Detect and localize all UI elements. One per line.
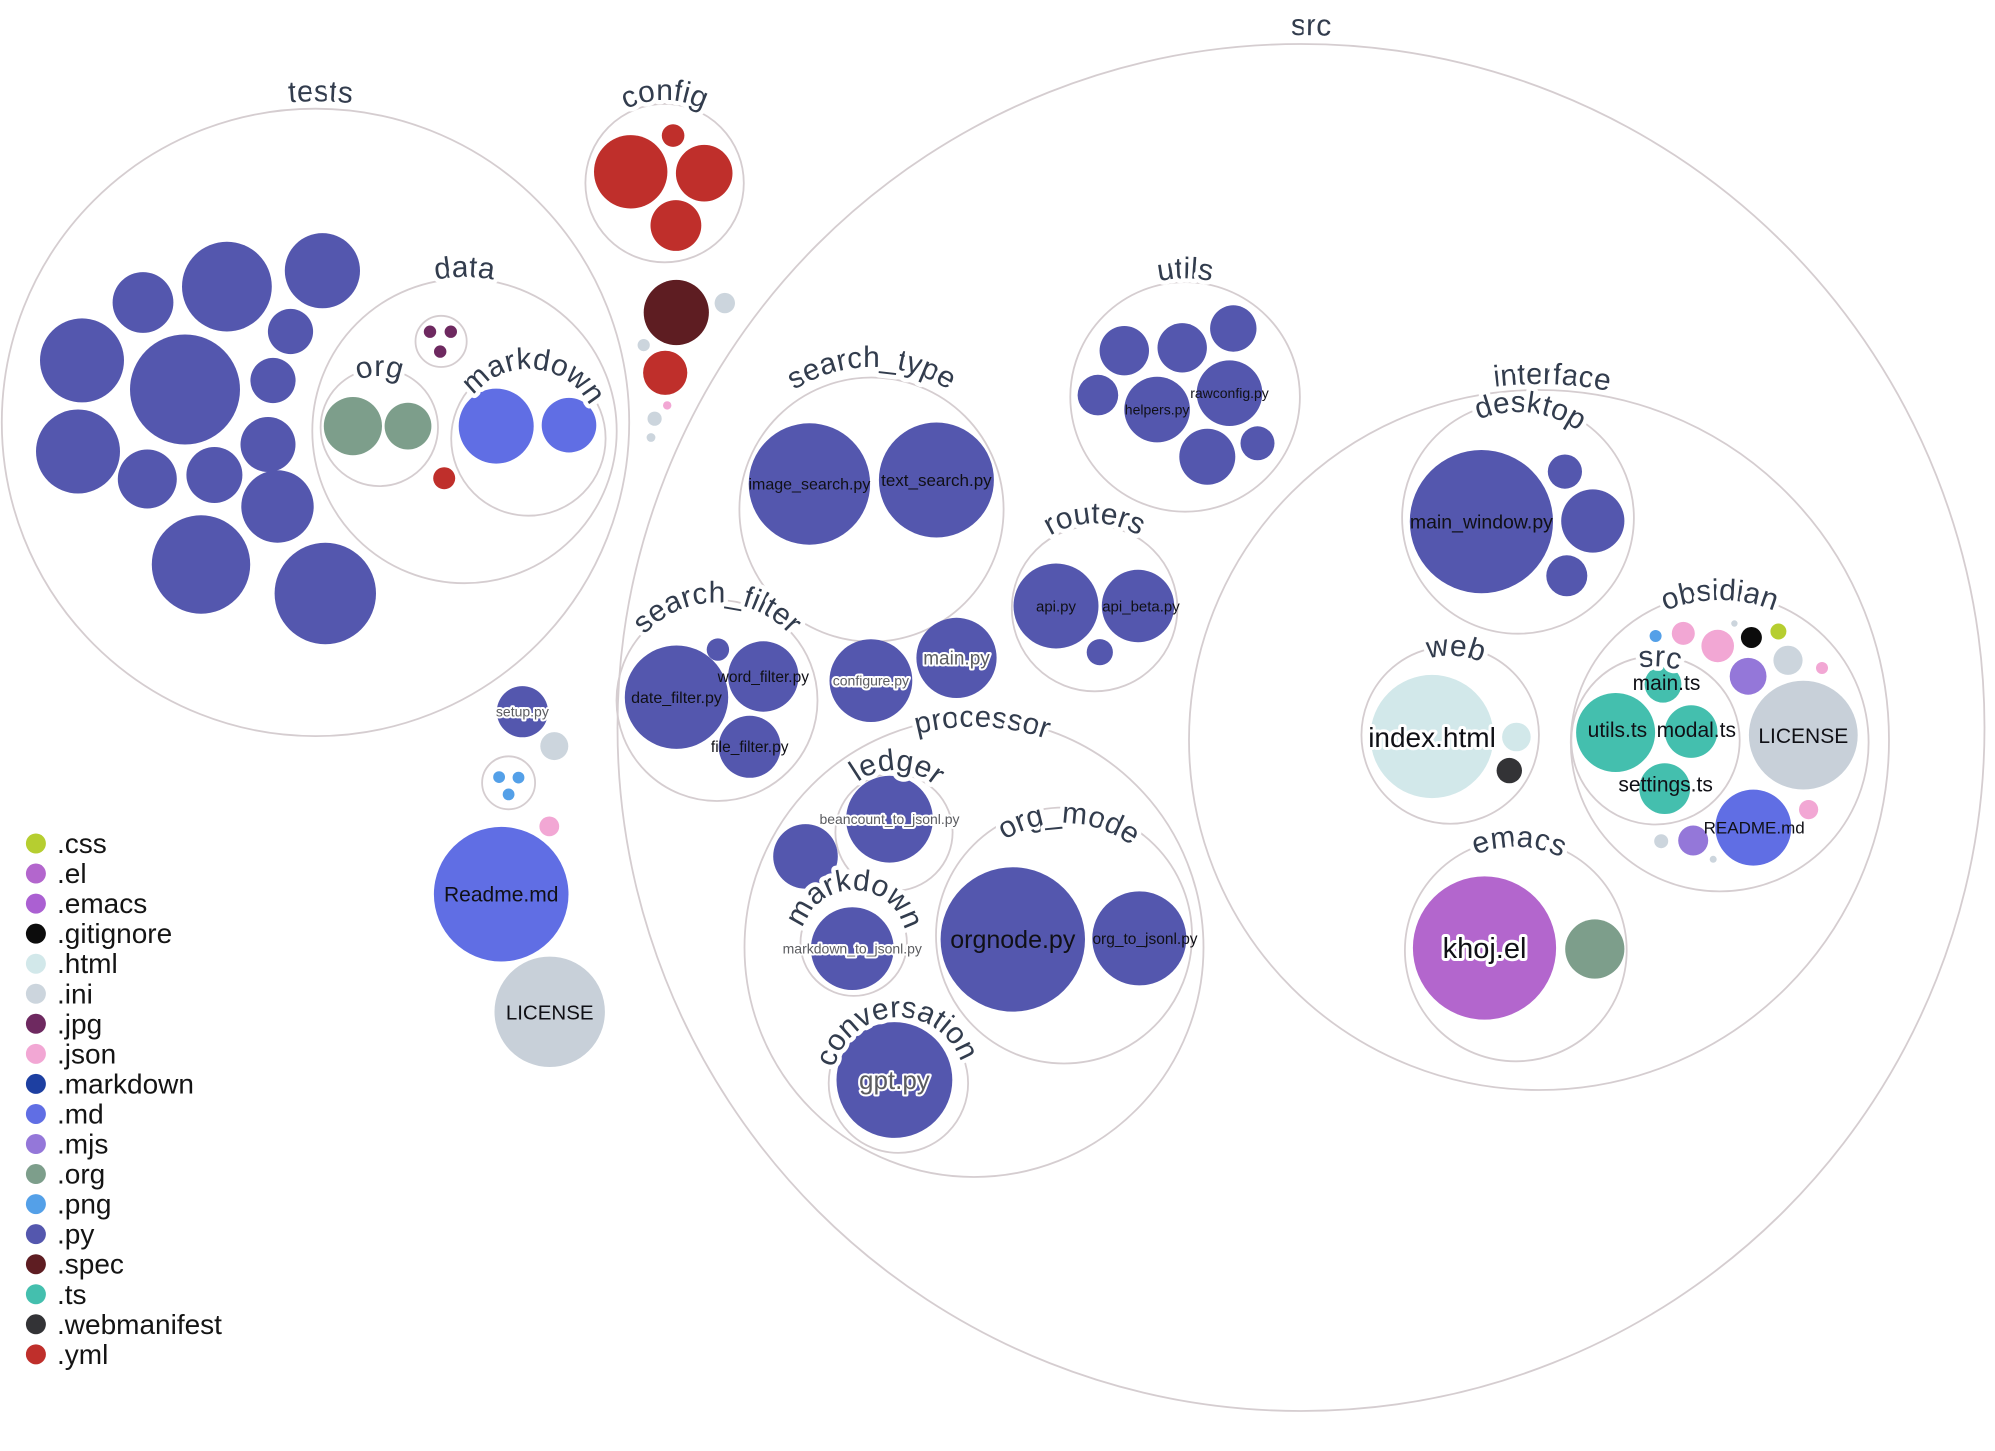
svg-text:LICENSE: LICENSE [506,1002,594,1025]
svg-text:orgnode.py: orgnode.py [950,926,1076,954]
svg-text:.org: .org [57,1159,105,1190]
svg-text:file_filter.py: file_filter.py [711,739,789,756]
svg-text:api_beta.py: api_beta.py [1102,598,1180,615]
svg-text:helpers.py: helpers.py [1125,402,1190,418]
svg-text:text_search.py: text_search.py [881,471,992,490]
svg-text:.el: .el [57,858,87,889]
svg-text:src: src [1291,9,1332,43]
svg-text:index.html: index.html [1368,722,1496,753]
svg-text:.ini: .ini [57,978,93,1009]
svg-text:rawconfig.py: rawconfig.py [1190,385,1269,401]
svg-text:utils: utils [1155,252,1216,288]
svg-text:main.py: main.py [923,649,990,670]
svg-text:.py: .py [57,1219,94,1250]
svg-text:.spec: .spec [57,1249,124,1280]
svg-text:beancount_to_jsonl.py: beancount_to_jsonl.py [819,811,959,827]
svg-text:.webmanifest: .webmanifest [57,1309,222,1340]
svg-text:.markdown: .markdown [57,1068,194,1099]
svg-text:.emacs: .emacs [57,888,147,919]
svg-text:main_window.py: main_window.py [1410,511,1553,533]
svg-text:data: data [432,251,497,287]
svg-text:processor: processor [911,701,1054,746]
svg-text:tests: tests [287,75,354,110]
svg-text:.json: .json [57,1038,116,1069]
svg-text:khoj.el: khoj.el [1443,933,1527,965]
svg-text:utils.ts: utils.ts [1588,719,1648,742]
svg-text:configure.py: configure.py [833,673,909,689]
svg-text:.html: .html [57,948,118,979]
svg-text:org_to_jsonl.py: org_to_jsonl.py [1092,931,1197,948]
svg-text:.mjs: .mjs [57,1129,108,1160]
svg-text:main.ts: main.ts [1633,672,1701,695]
svg-text:image_search.py: image_search.py [748,477,870,494]
svg-text:.css: .css [57,828,107,859]
svg-text:.yml: .yml [57,1339,108,1370]
svg-text:web: web [1423,629,1490,668]
svg-text:setup.py: setup.py [496,704,549,720]
svg-text:api.py: api.py [1036,598,1077,615]
svg-text:gpt.py: gpt.py [859,1065,930,1095]
svg-text:date_filter.py: date_filter.py [631,690,722,707]
svg-text:Readme.md: Readme.md [444,884,558,907]
svg-text:README.md: README.md [1704,818,1805,837]
svg-text:.md: .md [57,1098,104,1129]
svg-text:settings.ts: settings.ts [1618,774,1713,797]
svg-text:.png: .png [57,1189,112,1220]
svg-text:.gitignore: .gitignore [57,918,172,949]
svg-text:markdown_to_jsonl.py: markdown_to_jsonl.py [783,941,922,957]
svg-text:.jpg: .jpg [57,1008,102,1039]
svg-text:word_filter.py: word_filter.py [717,669,810,686]
svg-text:modal.ts: modal.ts [1657,719,1736,742]
svg-text:.ts: .ts [57,1279,87,1310]
svg-text:LICENSE: LICENSE [1758,725,1848,748]
svg-text:org: org [351,350,407,387]
